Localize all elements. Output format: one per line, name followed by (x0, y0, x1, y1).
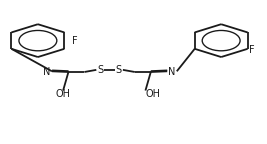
Text: N: N (168, 67, 176, 77)
Text: F: F (249, 45, 254, 55)
Text: F: F (72, 36, 78, 46)
Text: N: N (44, 67, 51, 77)
Text: OH: OH (146, 89, 161, 99)
Text: S: S (116, 65, 122, 75)
Text: S: S (97, 65, 103, 75)
Text: OH: OH (56, 89, 70, 99)
